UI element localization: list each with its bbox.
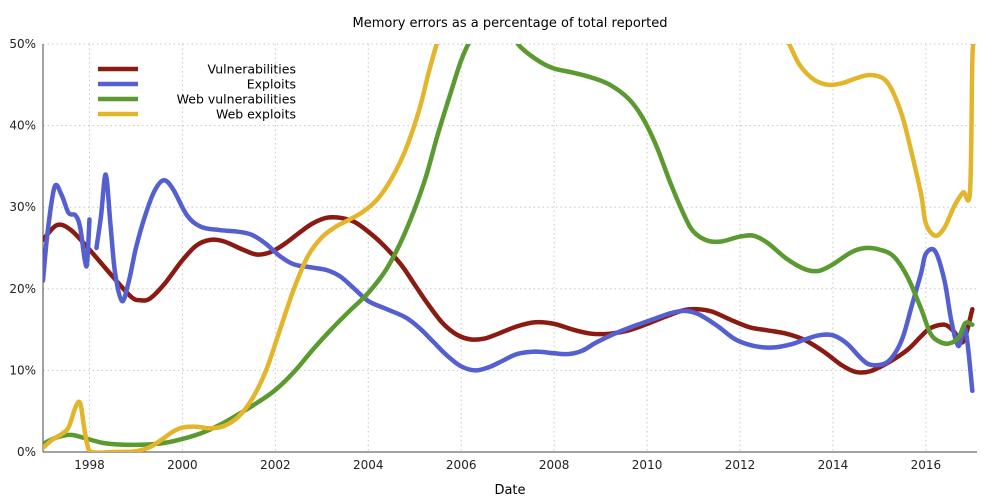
legend-label-web-exploits: Web exploits [216,107,296,122]
series-line-exploits [94,172,975,394]
series-line-web-exploits [43,44,440,452]
y-tick-label: 40% [9,119,36,133]
chart-title: Memory errors as a percentage of total r… [353,16,668,31]
series-line-web-vulnerabilities [43,44,471,448]
x-tick-label: 2002 [260,458,291,472]
series-line-vulnerabilities [43,214,975,375]
legend-label-exploits: Exploits [247,77,296,92]
grid [43,43,977,452]
y-tick-label: 30% [9,200,36,214]
legend-label-vulnerabilities: Vulnerabilities [208,62,296,77]
x-tick-label: 2012 [725,458,756,472]
x-tick-label: 1998 [74,458,105,472]
series-line-web-exploits [786,44,976,239]
series-line-exploits [43,182,92,283]
x-tick-label: 2000 [167,458,198,472]
plot-area [43,44,976,452]
y-tick-label: 50% [9,37,36,51]
x-tick-label: 2016 [911,458,942,472]
x-tick-label: 2008 [539,458,570,472]
x-tick-label: 2006 [446,458,477,472]
axes: 0% 10% 20% 30% 40% 50% 1998 2000 2002 2004 2006 200… [9,37,977,472]
series-line-web-vulnerabilities [515,44,975,346]
x-tick-label: 2004 [353,458,384,472]
legend-label-web-vulnerabilities: Web vulnerabilities [177,92,296,107]
x-tick-label: 2010 [632,458,663,472]
x-tick-label: 2014 [818,458,849,472]
y-tick-label: 10% [9,363,36,377]
x-axis-title: Date [494,483,525,498]
y-tick-label: 0% [17,445,36,459]
series-lines [43,44,976,452]
y-tick-label: 20% [9,282,36,296]
